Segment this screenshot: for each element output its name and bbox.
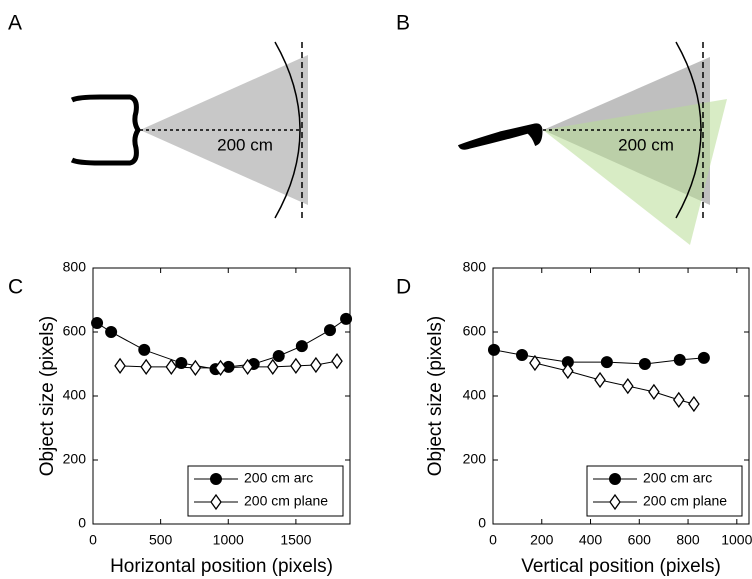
x-tick-label: 1000: [721, 532, 752, 548]
point-marker: [340, 312, 353, 325]
x-tick-label: 0: [89, 532, 97, 548]
y-tick-label: 400: [63, 387, 87, 403]
distance-label: 200 cm: [618, 135, 674, 154]
x-tick-label: 500: [149, 532, 173, 548]
legend-marker: [210, 493, 222, 511]
legend: 200 cm arc 200 cm plane: [187, 465, 344, 517]
x-axis-label: Horizontal position (pixels): [110, 556, 333, 577]
point-marker: [516, 349, 529, 362]
point-marker: [622, 377, 634, 395]
y-tick-label: 0: [78, 515, 86, 531]
y-tick-label: 0: [478, 515, 486, 531]
series-line: [534, 362, 695, 405]
point-marker: [140, 358, 152, 375]
y-tick-label: 600: [63, 323, 87, 339]
point-marker: [562, 362, 574, 380]
point-marker: [290, 357, 302, 375]
y-tick-label: 800: [463, 259, 487, 275]
x-tick-label: 400: [579, 532, 603, 548]
legend-label: 200 cm plane: [244, 493, 328, 509]
y-tick-label: 600: [463, 323, 487, 339]
point-marker: [91, 317, 104, 330]
point-marker: [295, 340, 308, 353]
point-marker: [600, 356, 613, 369]
point-marker: [310, 356, 322, 374]
point-marker: [138, 343, 151, 356]
legend-label: 200 cm plane: [643, 493, 727, 509]
point-marker: [165, 358, 178, 375]
point-marker: [648, 383, 660, 400]
arc-line: [274, 41, 301, 219]
point-marker: [114, 357, 126, 375]
x-tick-label: 200: [530, 532, 554, 548]
legend-marker: [210, 473, 222, 485]
diagram-b: B 200 cm: [396, 12, 727, 245]
point-marker: [672, 391, 685, 408]
distance-label: 200 cm: [217, 135, 273, 154]
y-tick-label: 200: [63, 451, 87, 467]
point-marker: [594, 371, 606, 389]
panel-label: B: [396, 12, 410, 35]
glasses-front: [70, 94, 141, 166]
point-marker: [214, 359, 227, 376]
legend-marker: [609, 493, 621, 511]
panel-label: C: [8, 276, 23, 299]
point-marker: [105, 326, 118, 338]
legend: 200 cm arc 200 cm plane: [586, 465, 743, 517]
point-marker: [688, 395, 700, 413]
x-tick-label: 1500: [280, 532, 311, 548]
point-marker: [487, 343, 500, 356]
point-marker: [323, 324, 336, 337]
y-axis-label: Object size (pixels): [37, 316, 58, 477]
x-tick-label: 800: [676, 532, 700, 548]
legend-label: 200 cm arc: [244, 470, 313, 486]
point-marker: [673, 353, 686, 366]
point-marker: [638, 358, 651, 370]
glasses-side: [457, 123, 543, 150]
x-tick-label: 600: [628, 532, 652, 548]
point-marker: [175, 357, 188, 370]
legend-marker: [609, 473, 621, 485]
arc-line: [675, 41, 702, 219]
point-marker: [266, 358, 279, 375]
x-tick-label: 0: [489, 532, 497, 548]
y-tick-label: 200: [463, 451, 487, 467]
panel-label: A: [8, 12, 22, 35]
y-axis-label: Object size (pixels): [425, 316, 446, 477]
point-marker: [529, 354, 541, 372]
point-marker: [331, 353, 343, 370]
y-tick-label: 400: [463, 387, 487, 403]
x-axis-label: Vertical position (pixels): [521, 556, 721, 577]
x-tick-label: 1000: [213, 532, 244, 548]
legend-label: 200 cm arc: [643, 470, 712, 486]
point-marker: [241, 358, 254, 375]
point-marker: [272, 350, 285, 362]
series-line: [120, 360, 338, 369]
panel-label: D: [396, 276, 411, 299]
point-marker: [697, 351, 710, 364]
diagram-a: A 200 cm: [8, 12, 308, 222]
y-tick-label: 800: [63, 259, 87, 275]
point-marker: [189, 359, 202, 376]
